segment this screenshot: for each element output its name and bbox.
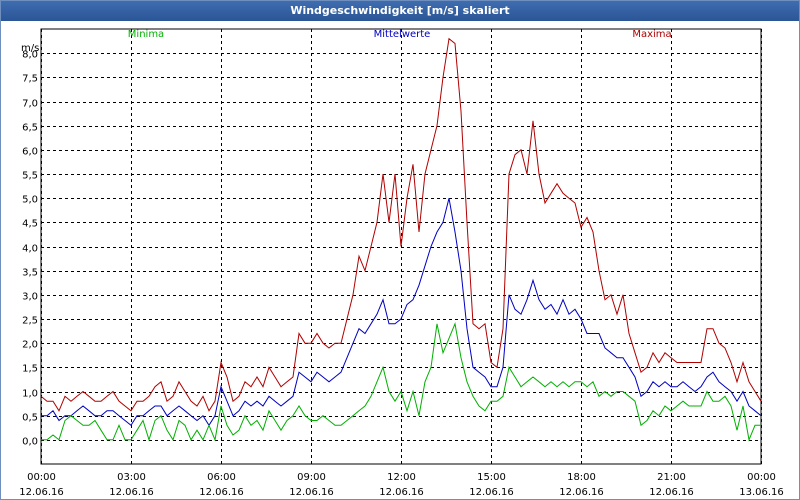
x-tick-time: 00:00 [27,472,56,483]
y-tick-label: 8,0 [22,50,38,61]
y-tick-label: 4,0 [22,244,38,255]
y-tick-label: 3,5 [22,268,38,279]
x-tick-time: 00:00 [747,472,776,483]
series-line-mittelwerte [41,198,762,427]
x-tick-time: 18:00 [567,472,596,483]
series-line-maxima [40,37,762,412]
y-tick-label: 2,0 [22,340,38,351]
x-tick-date: 12.06.16 [469,487,514,498]
y-tick-label: 7,5 [22,74,38,85]
y-tick-label: 3,0 [22,292,38,303]
y-tick-label: 0,0 [22,437,38,448]
y-tick-label: 2,5 [22,316,38,327]
x-tick-time: 21:00 [657,472,686,483]
x-tick-date: 12.06.16 [379,487,424,498]
x-tick-time: 03:00 [117,472,146,483]
x-tick-date: 12.06.16 [199,487,244,498]
y-tick-label: 1,5 [22,364,38,375]
x-tick-date: 12.06.16 [289,487,334,498]
y-tick-label: 4,5 [22,219,38,230]
y-tick-label: 1,0 [22,389,38,400]
y-tick-label: 5,5 [22,171,38,182]
x-tick-time: 09:00 [297,472,326,483]
legend-maxima: Maxima [632,29,671,40]
x-tick-time: 06:00 [207,472,236,483]
x-tick-date: 12.06.16 [559,487,604,498]
legend-minima: Minima [128,29,164,40]
y-tick-label: 6,5 [22,123,38,134]
window-title: Windgeschwindigkeit [m/s] skaliert [1,1,799,21]
x-tick-date: 13.06.16 [739,487,784,498]
x-tick-date: 12.06.16 [109,487,154,498]
y-axis-label: m/s [21,43,39,54]
x-tick-time: 15:00 [477,472,506,483]
series-line-minima [41,322,761,442]
x-tick-date: 12.06.16 [19,487,64,498]
x-tick-date: 12.06.16 [649,487,694,498]
legend-mittelwerte: Mittelwerte [374,29,431,40]
y-tick-label: 6,0 [22,147,38,158]
y-tick-label: 0,5 [22,413,38,424]
y-tick-label: 5,0 [22,195,38,206]
x-tick-time: 12:00 [387,472,416,483]
y-tick-label: 7,0 [22,99,38,110]
